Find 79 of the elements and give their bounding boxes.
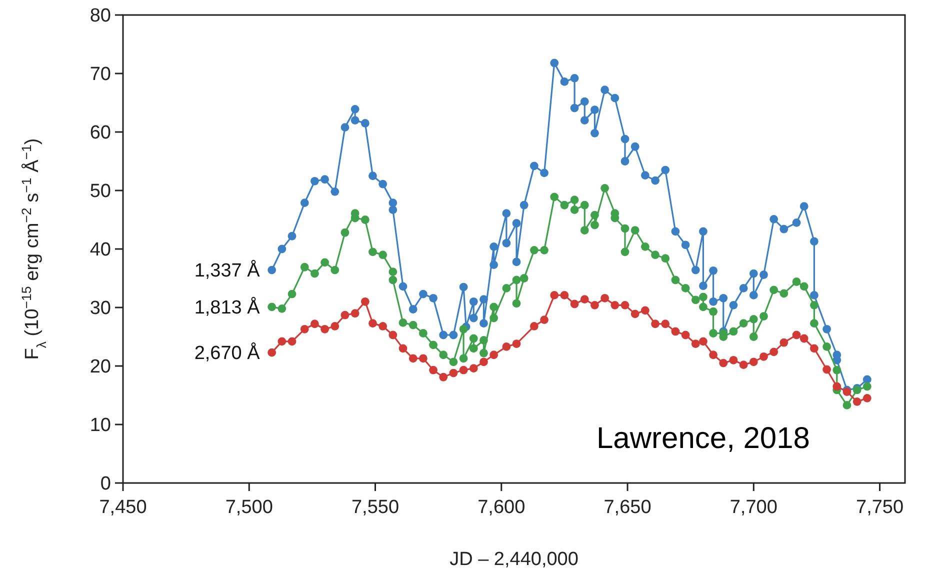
series-label: 1,337 Å bbox=[194, 260, 260, 282]
point bbox=[378, 322, 388, 330]
point bbox=[360, 297, 370, 306]
point bbox=[640, 306, 650, 315]
point bbox=[681, 330, 690, 340]
point bbox=[810, 344, 818, 353]
x-tick-label: 7,450 bbox=[99, 497, 147, 518]
x-axis-title: JD – 2,440,000 bbox=[450, 549, 578, 570]
point bbox=[449, 368, 458, 378]
point bbox=[719, 358, 728, 368]
y-tick-label: 40 bbox=[90, 240, 111, 261]
point bbox=[300, 324, 309, 334]
point bbox=[770, 348, 778, 356]
annotation: Lawrence, 2018 bbox=[596, 422, 810, 455]
y-tick-label: 10 bbox=[90, 415, 111, 436]
point bbox=[418, 354, 428, 363]
y-tick-label: 50 bbox=[90, 181, 111, 202]
point bbox=[502, 342, 511, 351]
point bbox=[459, 366, 468, 374]
point bbox=[580, 295, 589, 304]
point bbox=[408, 354, 418, 363]
point bbox=[630, 310, 640, 318]
point bbox=[268, 348, 276, 357]
point bbox=[330, 322, 340, 330]
point bbox=[388, 330, 398, 340]
point bbox=[490, 350, 498, 360]
point bbox=[570, 300, 579, 308]
point bbox=[320, 324, 330, 334]
point bbox=[729, 356, 738, 364]
y-tick-label: 0 bbox=[100, 474, 111, 495]
point bbox=[749, 358, 758, 366]
point bbox=[709, 350, 718, 360]
x-tick-label: 7,550 bbox=[351, 497, 400, 518]
point bbox=[310, 320, 319, 328]
x-tick-label: 7,600 bbox=[478, 497, 526, 518]
point bbox=[350, 309, 360, 318]
x-tick-label: 7,500 bbox=[225, 497, 273, 518]
point bbox=[368, 319, 377, 328]
point bbox=[760, 352, 768, 361]
point bbox=[550, 291, 559, 300]
point bbox=[398, 344, 408, 353]
x-tick-label: 7,750 bbox=[856, 497, 904, 518]
point bbox=[429, 366, 438, 374]
point bbox=[278, 337, 286, 346]
point bbox=[852, 397, 862, 406]
y-tick-label: 30 bbox=[90, 298, 111, 320]
series-label: 1,813 Å bbox=[194, 296, 260, 319]
y-tick-label: 60 bbox=[90, 122, 111, 144]
point bbox=[792, 330, 801, 340]
point bbox=[610, 300, 620, 310]
point bbox=[661, 320, 670, 328]
point bbox=[620, 300, 630, 310]
point bbox=[439, 372, 448, 382]
point bbox=[800, 334, 808, 343]
point bbox=[739, 360, 748, 370]
point bbox=[671, 327, 680, 336]
point bbox=[780, 338, 788, 347]
point bbox=[651, 320, 660, 328]
y-tick-label: 80 bbox=[90, 6, 111, 27]
x-tick-label: 7,700 bbox=[730, 497, 778, 518]
point bbox=[530, 322, 538, 330]
y-tick-label: 70 bbox=[90, 64, 111, 86]
x-tick-label: 7,650 bbox=[604, 497, 652, 518]
point bbox=[560, 291, 569, 300]
series-label: 2,670 Å bbox=[194, 342, 260, 364]
point bbox=[698, 337, 708, 346]
point bbox=[822, 365, 831, 374]
point bbox=[340, 310, 350, 320]
point bbox=[862, 394, 872, 402]
point bbox=[512, 340, 521, 348]
point bbox=[480, 358, 488, 366]
point bbox=[691, 340, 700, 348]
point bbox=[469, 364, 478, 373]
point bbox=[600, 294, 610, 302]
point bbox=[540, 316, 548, 324]
point bbox=[288, 337, 296, 346]
y-tick-label: 20 bbox=[90, 356, 111, 378]
point bbox=[590, 300, 599, 310]
point bbox=[832, 382, 842, 391]
